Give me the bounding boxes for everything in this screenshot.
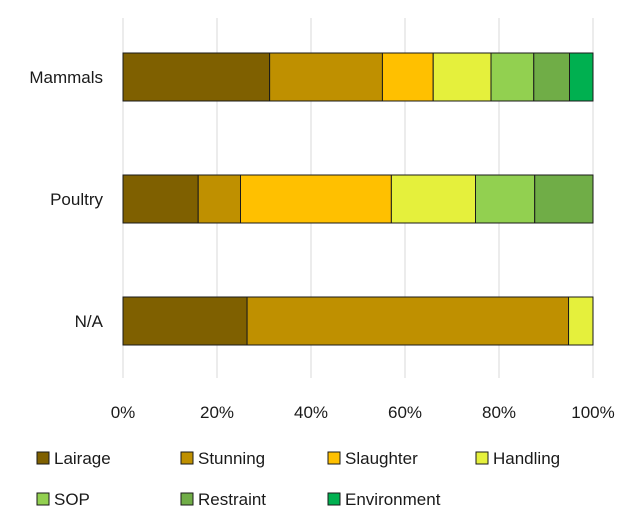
x-axis-tick-labels: 0% 20% 40% 60% 80% 100% xyxy=(111,403,615,422)
x-tick-label: 80% xyxy=(482,403,516,422)
legend-label: Stunning xyxy=(198,449,265,468)
legend-item-stunning: Stunning xyxy=(180,449,265,468)
legend-label: Slaughter xyxy=(345,449,418,468)
legend-swatch xyxy=(475,451,489,465)
bar-segment-environment-mammals xyxy=(569,52,594,102)
bar-segment-sop-mammals xyxy=(490,52,535,102)
bar-segment-handling-mammals xyxy=(432,52,492,102)
legend: Lairage Stunning Slaughter Handling SOP Restr… xyxy=(36,449,560,509)
bar-segment-stunning-poultry xyxy=(197,174,241,224)
bar-segment-stunning-mammals xyxy=(269,52,383,102)
legend-item-lairage: Lairage xyxy=(36,449,111,468)
bar-segment-lairage-na xyxy=(122,296,248,346)
legend-label: SOP xyxy=(54,490,90,509)
legend-item-handling: Handling xyxy=(475,449,560,468)
bar-segment-sop-poultry xyxy=(475,174,536,224)
bar-segment-restraint-poultry xyxy=(534,174,594,224)
bar-segment-slaughter-mammals xyxy=(381,52,434,102)
bar-segment-stunning-na xyxy=(246,296,570,346)
legend-item-sop: SOP xyxy=(36,490,90,509)
x-tick-label: 40% xyxy=(294,403,328,422)
x-tick-label: 60% xyxy=(388,403,422,422)
bars xyxy=(122,52,594,346)
legend-label: Restraint xyxy=(198,490,266,509)
x-tick-label: 0% xyxy=(111,403,136,422)
legend-label: Handling xyxy=(493,449,560,468)
bar-segment-lairage-poultry xyxy=(122,174,199,224)
legend-swatch xyxy=(36,451,50,465)
legend-swatch xyxy=(180,451,194,465)
legend-swatch xyxy=(36,492,50,506)
category-label: N/A xyxy=(75,312,104,331)
legend-swatch xyxy=(180,492,194,506)
bar-segment-restraint-mammals xyxy=(533,52,571,102)
bar-segment-lairage-mammals xyxy=(122,52,271,102)
legend-label: Environment xyxy=(345,490,441,509)
x-tick-label: 20% xyxy=(200,403,234,422)
category-label: Mammals xyxy=(29,68,103,87)
category-labels: Mammals Poultry N/A xyxy=(29,68,103,331)
bar-segment-handling-poultry xyxy=(390,174,476,224)
legend-item-restraint: Restraint xyxy=(180,490,266,509)
legend-swatch xyxy=(327,492,341,506)
legend-item-environment: Environment xyxy=(327,490,441,509)
bar-segment-slaughter-poultry xyxy=(240,174,392,224)
x-tick-label: 100% xyxy=(571,403,614,422)
category-label: Poultry xyxy=(50,190,103,209)
legend-label: Lairage xyxy=(54,449,111,468)
legend-item-slaughter: Slaughter xyxy=(327,449,418,468)
bar-segment-handling-na xyxy=(568,296,594,346)
legend-swatch xyxy=(327,451,341,465)
